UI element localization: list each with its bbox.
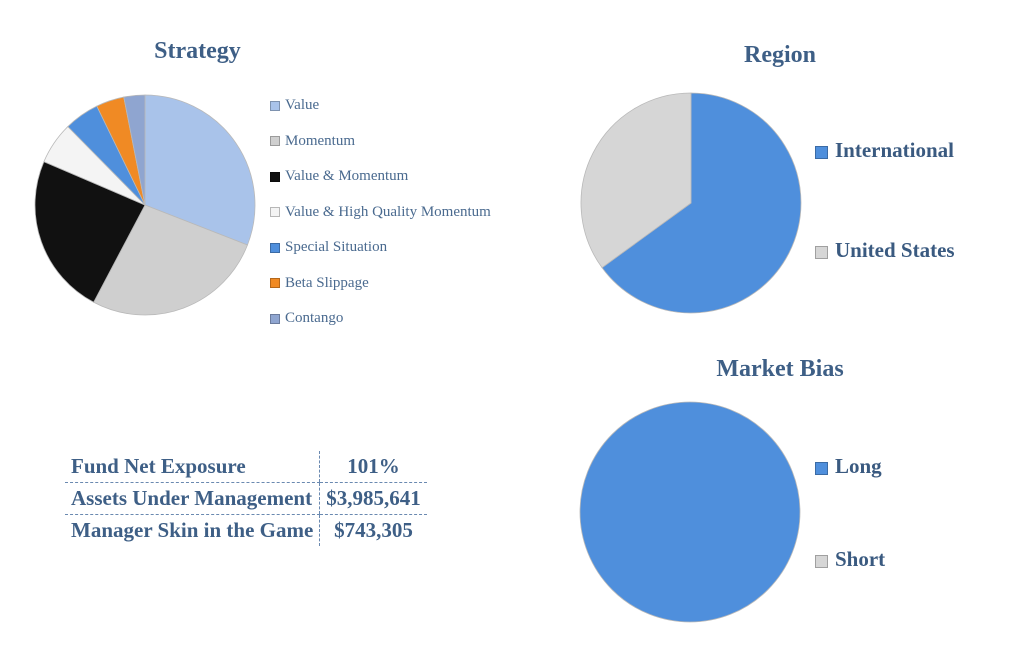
legend-label-contango: Contango	[285, 310, 344, 327]
fund-stats-table: Fund Net Exposure 101% Assets Under Mana…	[65, 451, 427, 546]
legend-item-value-momentum: Value & Momentum	[270, 159, 491, 195]
legend-label-beta-slippage: Beta Slippage	[285, 274, 369, 291]
legend-swatch-value-momentum	[270, 171, 280, 182]
legend-label-long: Long	[835, 454, 882, 478]
legend-item-momentum: Momentum	[270, 124, 491, 160]
market-bias-chart-title: Market Bias	[716, 356, 844, 382]
legend-item-beta-slippage: Beta Slippage	[270, 266, 491, 302]
legend-swatch-momentum	[270, 136, 280, 147]
legend-item-short: Short	[815, 547, 885, 640]
legend-label-special-situation: Special Situation	[285, 239, 388, 256]
legend-swatch-value	[270, 100, 280, 111]
legend-swatch-united-states	[815, 246, 828, 259]
pie-slice-united-states	[580, 92, 692, 269]
region-legend: International United States	[815, 138, 955, 338]
legend-label-value-momentum: Value & Momentum	[285, 168, 409, 185]
legend-item-special-situation: Special Situation	[270, 230, 491, 266]
legend-item-long: Long	[815, 454, 885, 547]
stat-label: Assets Under Management	[65, 482, 320, 515]
pie-slice-contango	[123, 94, 146, 206]
legend-label-value-hq-momentum: Value & High Quality Momentum	[285, 203, 491, 220]
legend-label-momentum: Momentum	[285, 132, 355, 149]
legend-item-united-states: United States	[815, 238, 955, 338]
stat-value: $743,305	[319, 514, 427, 546]
legend-item-value: Value	[270, 88, 491, 124]
market-bias-pie-chart	[579, 401, 801, 623]
strategy-legend: Value Momentum Value & Momentum Value & …	[270, 88, 491, 337]
pie-slice-long	[579, 401, 801, 623]
legend-swatch-long	[815, 462, 828, 475]
stat-label: Fund Net Exposure	[65, 451, 320, 483]
stat-value: $3,985,641	[319, 482, 427, 515]
legend-label-united-states: United States	[835, 238, 955, 262]
legend-label-value: Value	[285, 97, 320, 114]
table-row: Manager Skin in the Game $743,305	[65, 514, 427, 546]
legend-label-international: International	[835, 138, 955, 162]
region-pie-chart	[580, 92, 802, 314]
region-chart-title: Region	[744, 42, 816, 68]
pie-slice-international	[601, 92, 802, 314]
strategy-chart-title: Strategy	[154, 38, 241, 64]
legend-swatch-contango	[270, 313, 280, 324]
legend-swatch-beta-slippage	[270, 278, 280, 289]
legend-swatch-short	[815, 555, 828, 568]
legend-swatch-value-hq-momentum	[270, 207, 280, 218]
pie-slice-value-and-momentum	[34, 161, 146, 303]
market-bias-legend: Long Short	[815, 454, 885, 640]
table-row: Fund Net Exposure 101%	[65, 451, 427, 483]
pie-slice-momentum	[93, 204, 248, 316]
table-row: Assets Under Management $3,985,641	[65, 482, 427, 515]
stat-value: 101%	[319, 451, 427, 483]
legend-item-value-hq-momentum: Value & High Quality Momentum	[270, 195, 491, 231]
legend-label-short: Short	[835, 547, 886, 571]
stat-label: Manager Skin in the Game	[71, 518, 314, 542]
legend-swatch-special-situation	[270, 242, 280, 253]
pie-slice-value	[144, 94, 256, 246]
legend-item-international: International	[815, 138, 955, 238]
legend-item-contango: Contango	[270, 301, 491, 337]
legend-swatch-international	[815, 146, 828, 159]
strategy-pie-chart	[34, 94, 256, 316]
